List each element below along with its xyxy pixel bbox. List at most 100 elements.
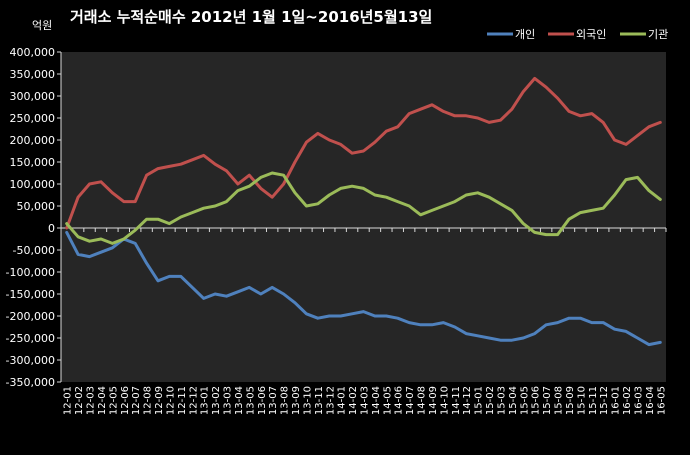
data-point-series-2 <box>111 242 114 245</box>
x-tick-label: 15-11 <box>588 386 599 415</box>
data-point-series-2 <box>191 211 194 214</box>
y-tick-label: 250,000 <box>10 112 56 125</box>
data-point-series-2 <box>350 185 354 188</box>
data-point-series-0 <box>442 321 445 324</box>
data-point-series-0 <box>602 321 605 324</box>
data-point-series-0 <box>453 325 456 329</box>
x-tick-label: 13-12 <box>325 386 336 415</box>
x-tick-label: 15-07 <box>542 386 553 415</box>
data-point-series-0 <box>465 332 468 335</box>
data-point-series-1 <box>499 119 502 122</box>
data-point-series-2 <box>179 215 183 219</box>
data-point-series-1 <box>556 97 559 100</box>
data-point-series-1 <box>259 187 262 190</box>
data-point-series-1 <box>88 182 91 186</box>
data-point-series-2 <box>590 209 593 212</box>
data-point-series-2 <box>624 178 628 181</box>
data-point-series-1 <box>476 116 479 120</box>
y-tick-label: 300,000 <box>10 90 56 103</box>
data-point-series-1 <box>213 163 217 166</box>
data-point-series-0 <box>590 321 593 324</box>
data-point-series-2 <box>134 229 137 232</box>
data-point-series-2 <box>556 233 559 236</box>
x-tick-label: 13-10 <box>302 386 313 415</box>
data-point-series-0 <box>213 292 217 296</box>
data-point-series-1 <box>305 141 308 144</box>
data-point-series-1 <box>168 165 171 168</box>
data-point-series-0 <box>350 312 354 315</box>
data-point-series-0 <box>259 292 262 296</box>
y-axis: 400,000 350,000 300,000 250,000 200,000 150,0… <box>6 46 62 389</box>
data-point-series-1 <box>522 90 525 93</box>
data-point-series-0 <box>533 332 536 335</box>
legend-label-1: 외국인 <box>576 28 606 41</box>
data-point-series-2 <box>544 233 548 236</box>
x-tick-label: 14-03 <box>360 386 371 415</box>
data-point-series-0 <box>544 323 548 326</box>
data-point-series-0 <box>499 339 502 342</box>
data-point-series-2 <box>65 222 68 225</box>
x-tick-label: 15-06 <box>531 386 542 415</box>
data-point-series-0 <box>373 314 377 318</box>
y-tick-label: -200,000 <box>6 310 55 323</box>
data-point-series-1 <box>636 134 639 137</box>
data-point-series-0 <box>65 231 68 234</box>
y-tick-label: 100,000 <box>10 178 56 191</box>
data-point-series-1 <box>76 196 80 199</box>
x-tick-label: 14-12 <box>462 386 473 415</box>
data-point-series-2 <box>328 193 331 197</box>
data-point-series-0 <box>202 297 205 300</box>
x-tick-label: 14-10 <box>439 386 450 415</box>
data-point-series-0 <box>156 279 160 282</box>
data-point-series-2 <box>396 200 399 203</box>
y-unit-label: 억원 <box>32 19 52 32</box>
data-point-series-1 <box>533 77 536 80</box>
x-tick-label: 12-10 <box>165 386 176 415</box>
data-point-series-0 <box>613 328 616 331</box>
x-tick-label: 14-04 <box>371 386 382 415</box>
data-point-series-2 <box>453 200 456 203</box>
data-point-series-1 <box>419 108 422 111</box>
x-axis: 12-01 12-02 12-03 12-04 12-05 12-06 12-07 12-08… <box>60 227 667 415</box>
data-point-series-0 <box>305 312 308 315</box>
data-point-series-0 <box>556 321 559 324</box>
data-point-series-2 <box>510 209 514 212</box>
data-point-series-2 <box>305 204 308 208</box>
data-point-series-0 <box>179 275 183 278</box>
data-point-series-1 <box>145 174 148 177</box>
y-tick-label: 350,000 <box>10 68 56 81</box>
data-point-series-2 <box>316 202 319 205</box>
x-tick-label: 12-04 <box>97 386 108 415</box>
data-point-series-2 <box>339 187 342 190</box>
data-point-series-0 <box>362 310 365 313</box>
data-point-series-2 <box>487 196 491 199</box>
data-point-series-2 <box>442 204 445 208</box>
data-point-series-0 <box>236 290 240 293</box>
data-point-series-1 <box>362 149 365 153</box>
data-point-series-0 <box>487 336 491 340</box>
data-point-series-1 <box>602 121 605 124</box>
x-tick-label: 15-12 <box>599 386 610 415</box>
data-point-series-1 <box>339 143 342 146</box>
data-point-series-2 <box>225 200 228 203</box>
data-point-series-0 <box>396 317 399 320</box>
data-point-series-2 <box>99 237 103 241</box>
data-point-series-2 <box>271 171 274 175</box>
x-tick-label: 12-08 <box>143 386 154 415</box>
data-point-series-1 <box>590 112 593 115</box>
data-point-series-1 <box>179 163 183 166</box>
data-point-series-0 <box>522 336 525 340</box>
y-tick-label: 400,000 <box>10 46 56 59</box>
data-point-series-0 <box>134 242 137 245</box>
data-point-series-2 <box>373 193 377 197</box>
y-tick-label: 0 <box>48 222 55 235</box>
data-point-series-2 <box>522 222 525 225</box>
x-tick-label: 14-06 <box>394 386 405 415</box>
x-tick-label: 14-08 <box>417 386 428 415</box>
data-point-series-2 <box>145 218 148 221</box>
x-tick-label: 13-04 <box>234 386 245 415</box>
data-point-series-2 <box>567 218 571 221</box>
data-point-series-0 <box>647 343 651 346</box>
data-point-series-1 <box>567 110 571 113</box>
